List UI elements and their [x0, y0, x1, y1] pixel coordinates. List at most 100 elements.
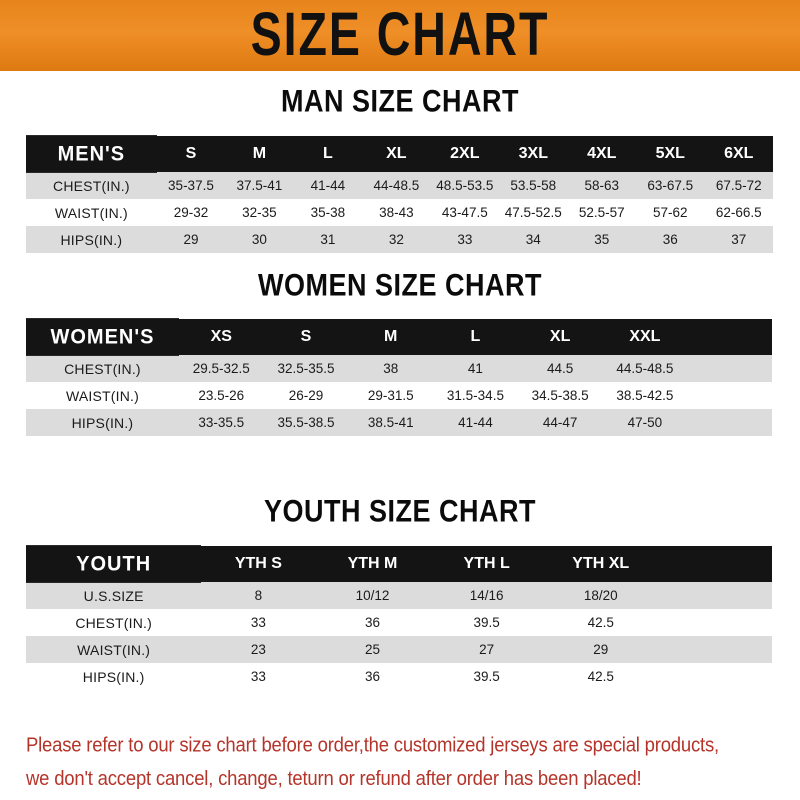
men-cell-1-8: 62-66.5: [704, 199, 773, 226]
youth-cell-2-2: 27: [429, 636, 544, 663]
section-title-youth: YOUTH SIZE CHART: [263, 493, 536, 529]
men-row-label-2: HIPS(IN.): [26, 226, 157, 253]
women-cell-2-4: 44-47: [517, 409, 603, 436]
youth-cell-1-0: 33: [201, 609, 316, 636]
section-title-women: WOMEN SIZE CHART: [258, 267, 542, 303]
youth-cell-0-0: 8: [201, 582, 316, 609]
order-policy-note-line1: Please refer to our size chart before or…: [26, 732, 719, 756]
women-cell-0-5: 44.5-48.5: [602, 355, 688, 382]
men-cell-2-1: 30: [225, 226, 294, 253]
women-table: WOMEN'S XS S M L XL XXL CHEST(IN.) 29.5-32.5 32.5…: [26, 318, 772, 436]
women-cell-1-0: 23.5-26: [178, 382, 264, 409]
women-cell-0-3: 41: [433, 355, 518, 382]
table-row: WAIST(IN.) 23.5-26 26-29 29-31.5 31.5-34.5 34…: [26, 382, 772, 409]
table-row: HIPS(IN.) 33 36 39.5 42.5: [26, 663, 772, 690]
youth-cell-1-3: 42.5: [543, 609, 658, 636]
men-size-header-8: 6XL: [704, 136, 773, 172]
women-row-label-0: CHEST(IN.): [26, 355, 179, 382]
youth-size-chart-table: YOUTH YTH S YTH M YTH L YTH XL U.S.SIZE 8 10/12…: [26, 545, 772, 690]
women-cell-2-0: 33-35.5: [178, 409, 264, 436]
youth-cell-2-3: 29: [543, 636, 658, 663]
youth-cell-3-1: 36: [315, 663, 430, 690]
women-size-header-1: S: [263, 319, 349, 355]
men-cell-2-5: 34: [499, 226, 568, 253]
youth-size-header-3: YTH XL: [543, 546, 658, 582]
men-size-header-1: M: [225, 136, 294, 172]
men-header-label: MEN'S: [26, 135, 157, 173]
youth-cell-0-2: 14/16: [429, 582, 544, 609]
women-size-header-4: XL: [517, 319, 603, 355]
men-size-header-3: XL: [362, 136, 431, 172]
table-row: U.S.SIZE 8 10/12 14/16 18/20: [26, 582, 772, 609]
youth-size-header-0: YTH S: [201, 546, 316, 582]
women-size-header-3: L: [433, 319, 518, 355]
youth-row-label-2: WAIST(IN.): [26, 636, 202, 663]
men-cell-2-4: 33: [430, 226, 500, 253]
men-cell-0-1: 37.5-41: [225, 172, 294, 199]
men-cell-2-8: 37: [704, 226, 773, 253]
man-size-chart-table: MEN'S S M L XL 2XL 3XL 4XL 5XL 6XL CHEST(IN.) 35-37…: [26, 135, 773, 253]
banner: SIZE CHART: [0, 0, 800, 71]
youth-cell-0-4: [657, 582, 772, 609]
women-size-chart-table: WOMEN'S XS S M L XL XXL CHEST(IN.) 29.5-32.5 32.5…: [26, 318, 772, 436]
men-cell-1-3: 38-43: [362, 199, 431, 226]
men-cell-2-7: 36: [636, 226, 705, 253]
men-size-header-7: 5XL: [636, 136, 705, 172]
men-size-header-6: 4XL: [567, 136, 636, 172]
men-cell-1-0: 29-32: [156, 199, 226, 226]
women-cell-2-6: [687, 409, 772, 436]
youth-cell-3-0: 33: [201, 663, 316, 690]
men-cell-0-2: 41-44: [293, 172, 363, 199]
men-size-header-4: 2XL: [430, 136, 500, 172]
table-row: CHEST(IN.) 35-37.5 37.5-41 41-44 44-48.5 48.5…: [26, 172, 773, 199]
table-row: CHEST(IN.) 29.5-32.5 32.5-35.5 38 41 44.5 44.5…: [26, 355, 772, 382]
women-size-header-5: XXL: [602, 319, 688, 355]
women-cell-1-1: 26-29: [263, 382, 349, 409]
men-size-header-2: L: [293, 136, 363, 172]
women-cell-2-1: 35.5-38.5: [263, 409, 349, 436]
men-cell-0-5: 53.5-58: [499, 172, 568, 199]
section-title-man: MAN SIZE CHART: [281, 83, 519, 119]
men-cell-0-8: 67.5-72: [704, 172, 773, 199]
women-header-label: WOMEN'S: [26, 318, 179, 356]
men-header-row: MEN'S S M L XL 2XL 3XL 4XL 5XL 6XL: [26, 135, 773, 173]
men-row-label-1: WAIST(IN.): [26, 199, 157, 226]
women-cell-0-6: [687, 355, 772, 382]
men-cell-1-2: 35-38: [293, 199, 363, 226]
women-row-label-2: HIPS(IN.): [26, 409, 179, 436]
youth-cell-0-3: 18/20: [543, 582, 658, 609]
youth-size-header-1: YTH M: [315, 546, 430, 582]
youth-header-row: YOUTH YTH S YTH M YTH L YTH XL: [26, 545, 772, 583]
women-size-header-6: [687, 319, 772, 355]
men-cell-0-3: 44-48.5: [362, 172, 431, 199]
women-cell-0-1: 32.5-35.5: [263, 355, 349, 382]
youth-cell-0-1: 10/12: [315, 582, 430, 609]
men-size-header-0: S: [156, 136, 226, 172]
women-size-header-0: XS: [178, 319, 264, 355]
banner-title: SIZE CHART: [250, 0, 550, 69]
men-cell-1-4: 43-47.5: [430, 199, 500, 226]
youth-cell-3-3: 42.5: [543, 663, 658, 690]
women-row-label-1: WAIST(IN.): [26, 382, 179, 409]
youth-size-header-2: YTH L: [429, 546, 544, 582]
youth-cell-3-4: [657, 663, 772, 690]
men-size-header-5: 3XL: [499, 136, 568, 172]
youth-cell-3-2: 39.5: [429, 663, 544, 690]
youth-row-label-3: HIPS(IN.): [26, 663, 202, 690]
men-cell-0-4: 48.5-53.5: [430, 172, 500, 199]
women-cell-1-4: 34.5-38.5: [517, 382, 603, 409]
men-cell-0-7: 63-67.5: [636, 172, 705, 199]
youth-cell-2-0: 23: [201, 636, 316, 663]
youth-row-label-0: U.S.SIZE: [26, 582, 202, 609]
men-row-label-0: CHEST(IN.): [26, 172, 157, 199]
men-cell-0-6: 58-63: [567, 172, 636, 199]
youth-cell-1-4: [657, 609, 772, 636]
order-policy-note: Please refer to our size chart before or…: [26, 728, 780, 795]
women-cell-0-2: 38: [348, 355, 434, 382]
table-row: WAIST(IN.) 23 25 27 29: [26, 636, 772, 663]
women-header-row: WOMEN'S XS S M L XL XXL: [26, 318, 772, 356]
men-cell-2-6: 35: [567, 226, 636, 253]
youth-cell-1-2: 39.5: [429, 609, 544, 636]
youth-cell-2-4: [657, 636, 772, 663]
